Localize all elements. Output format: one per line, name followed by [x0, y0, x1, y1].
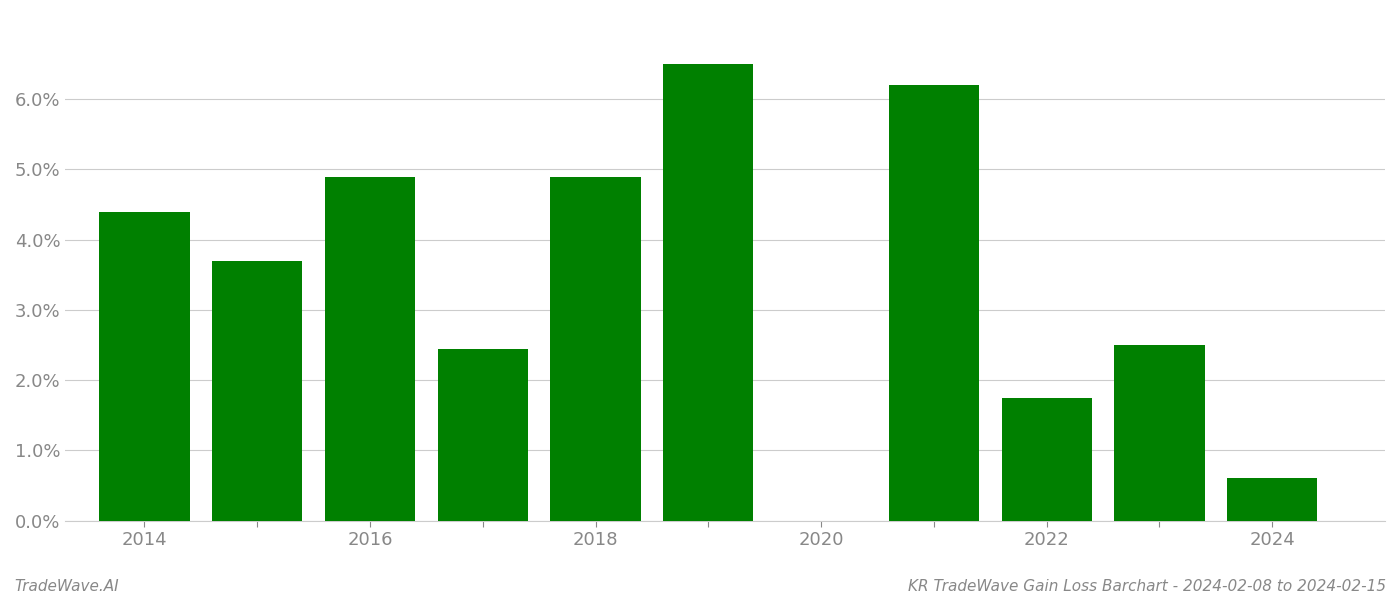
- Bar: [664, 64, 753, 521]
- Text: KR TradeWave Gain Loss Barchart - 2024-02-08 to 2024-02-15: KR TradeWave Gain Loss Barchart - 2024-0…: [907, 579, 1386, 594]
- Bar: [211, 261, 302, 521]
- Bar: [1114, 345, 1204, 521]
- Bar: [99, 212, 189, 521]
- Bar: [1001, 398, 1092, 521]
- Text: TradeWave.AI: TradeWave.AI: [14, 579, 119, 594]
- Bar: [325, 176, 416, 521]
- Bar: [889, 85, 979, 521]
- Bar: [438, 349, 528, 521]
- Bar: [1228, 478, 1317, 521]
- Bar: [550, 176, 641, 521]
